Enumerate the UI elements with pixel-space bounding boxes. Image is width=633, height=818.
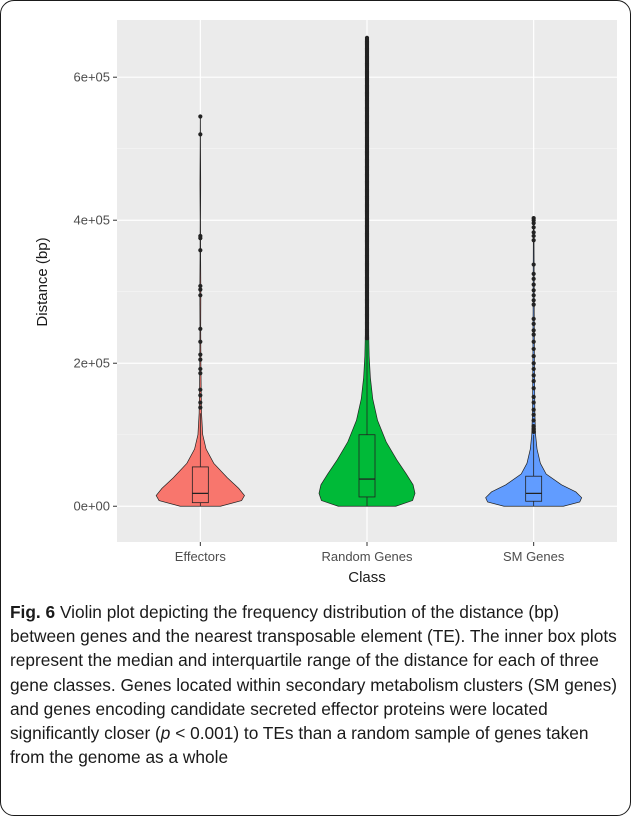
outlier-point [531, 394, 536, 399]
y-tick-label: 0e+00 [73, 499, 110, 514]
figure-label: Fig. 6 [10, 602, 56, 622]
outlier-point [531, 238, 536, 243]
outlier-point [198, 114, 203, 119]
outlier-point [531, 429, 536, 434]
outlier-point [531, 302, 536, 307]
outlier-point [198, 405, 203, 410]
outlier-point [198, 287, 203, 292]
violins [155, 35, 583, 507]
outlier-point [531, 230, 536, 235]
outlier-point [531, 271, 536, 276]
outlier-point [198, 248, 203, 253]
outlier-point [198, 339, 203, 344]
caption-p-symbol: p [160, 723, 171, 744]
outlier-point [531, 293, 536, 298]
outlier-point [531, 328, 536, 333]
outlier-point [531, 386, 536, 391]
outlier-point [198, 366, 203, 372]
y-tick-label: 2e+05 [73, 356, 110, 371]
outlier-point [531, 262, 536, 267]
outlier-point [531, 332, 536, 337]
outlier-point [198, 132, 203, 137]
outlier-point [531, 412, 536, 417]
box-random-genes [358, 434, 376, 498]
outlier-point [198, 371, 203, 376]
outlier-point [198, 352, 203, 357]
outlier-point [531, 316, 536, 321]
axis-ticks: 0e+00 2e+05 4e+05 6e+05 Effectors Random Gene… [73, 70, 564, 564]
outlier-point [531, 220, 536, 226]
violin-chart: 0e+00 2e+05 4e+05 6e+05 Effectors Random Gene… [34, 20, 617, 586]
outlier-point [531, 400, 536, 405]
outlier-point [531, 379, 536, 384]
outlier-point [198, 387, 203, 392]
box-effectors [191, 466, 209, 504]
outlier-point [531, 288, 536, 293]
outlier-point [198, 326, 203, 332]
outlier-point [531, 366, 536, 372]
outlier-point [531, 276, 536, 281]
caption-text-2: < 0.001) to TEs than a random sample of … [10, 723, 589, 768]
outlier-point [531, 418, 536, 423]
outlier-point [364, 35, 370, 40]
outlier-point [198, 393, 203, 398]
outlier-point [531, 373, 536, 378]
outlier-point [531, 339, 536, 344]
x-tick-label: SM Genes [503, 549, 565, 564]
outlier-point [531, 321, 536, 326]
outlier-point [531, 346, 536, 352]
outlier-point [531, 233, 536, 239]
outlier-point [531, 225, 536, 230]
outlier-point [198, 357, 203, 362]
outlier-point [531, 407, 536, 412]
outlier-point [198, 400, 203, 405]
outlier-point [531, 298, 536, 303]
x-tick-label: Effectors [175, 549, 227, 564]
box-sm-genes [525, 475, 543, 502]
outlier-point [198, 236, 203, 241]
x-axis-title: Class [348, 569, 386, 586]
caption-text-1: Violin plot depicting the frequency dist… [10, 602, 618, 744]
outlier-point [198, 293, 203, 298]
outlier-point [531, 361, 536, 366]
outlier-point [531, 282, 536, 287]
y-tick-label: 6e+05 [73, 70, 110, 85]
x-tick-label: Random Genes [321, 549, 413, 564]
outlier-point [198, 283, 203, 289]
outlier-point [531, 353, 536, 359]
figure-caption: Fig. 6 Violin plot depicting the frequen… [10, 600, 622, 769]
y-axis-title: Distance (bp) [34, 237, 51, 326]
y-tick-label: 4e+05 [73, 213, 110, 228]
